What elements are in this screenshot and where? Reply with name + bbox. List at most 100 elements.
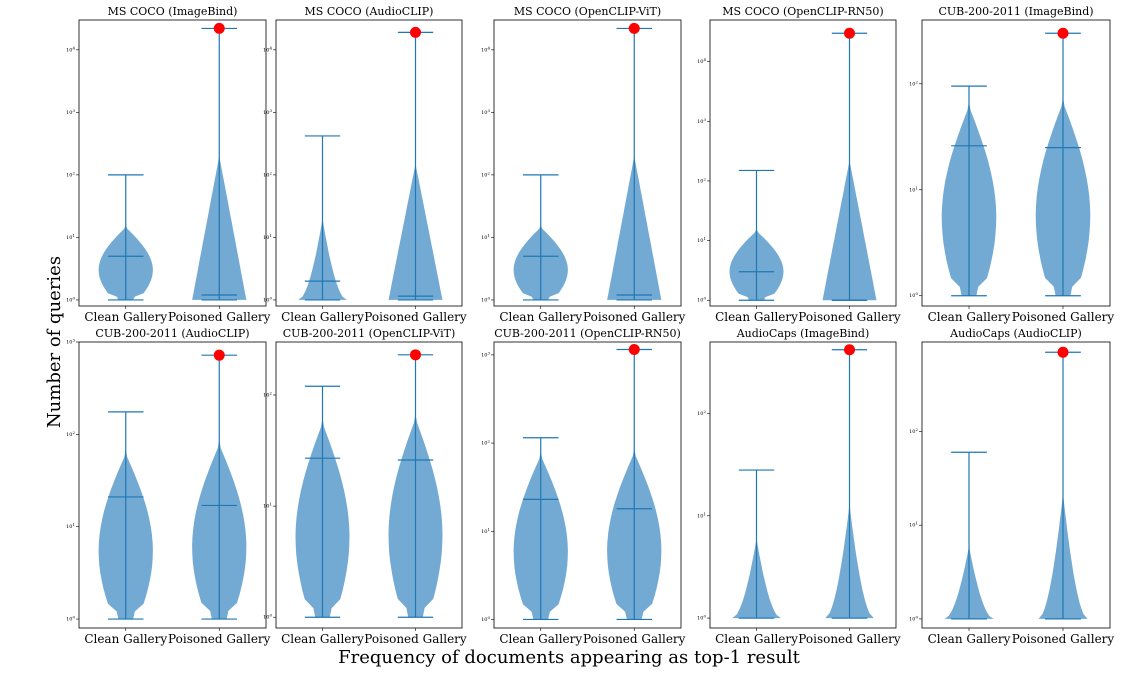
panel-frame bbox=[78, 19, 267, 307]
panel-title: AudioCaps (ImageBind) bbox=[736, 327, 870, 340]
y-tick-label: 103 bbox=[697, 117, 706, 125]
y-tick-label: 102 bbox=[697, 176, 706, 184]
panel-7: CUB-200-2011 (OpenCLIP-ViT) 100 101 102 Clea… bbox=[263, 327, 467, 646]
x-tick-label: Poisoned Gallery bbox=[364, 310, 467, 324]
y-tick-label: 101 bbox=[697, 236, 706, 244]
y-tick-label: 104 bbox=[66, 45, 75, 53]
panel-2: MS COCO (AudioCLIP) 100 101 102 103 104 Clean … bbox=[263, 5, 467, 324]
y-tick-label: 101 bbox=[66, 522, 75, 530]
panel-10: AudioCaps (AudioCLIP) 100 101 102 Clean Gall… bbox=[909, 327, 1114, 646]
panel-frame bbox=[78, 341, 267, 629]
x-tick-label: Poisoned Gallery bbox=[798, 632, 901, 646]
y-tick-label: 100 bbox=[909, 614, 918, 622]
y-tick-label: 100 bbox=[66, 615, 75, 623]
y-tick-label: 101 bbox=[66, 233, 75, 241]
y-tick-label: 101 bbox=[909, 185, 918, 193]
x-tick-label: Poisoned Gallery bbox=[168, 310, 271, 324]
x-tick-label: Clean Gallery bbox=[281, 632, 364, 646]
panel-title: CUB-200-2011 (OpenCLIP-ViT) bbox=[283, 327, 456, 340]
y-tick-label: 102 bbox=[66, 170, 75, 178]
y-tick-label: 101 bbox=[697, 511, 706, 519]
panel-frame bbox=[921, 341, 1111, 629]
figure-xlabel: Frequency of documents appearing as top-… bbox=[338, 647, 801, 668]
y-tick-label: 102 bbox=[697, 409, 706, 417]
y-tick-label: 103 bbox=[263, 108, 272, 116]
y-tick-label: 100 bbox=[909, 291, 918, 299]
panel-frame bbox=[275, 341, 463, 629]
y-tick-label: 103 bbox=[66, 108, 75, 116]
x-tick-label: Clean Gallery bbox=[715, 310, 798, 324]
y-tick-label: 100 bbox=[66, 295, 75, 303]
panel-frame bbox=[493, 19, 682, 307]
y-tick-label: 102 bbox=[909, 79, 918, 87]
poisoned-marker bbox=[213, 349, 225, 361]
x-tick-label: Poisoned Gallery bbox=[583, 632, 686, 646]
panel-3: MS COCO (OpenCLIP-ViT) 100 101 102 103 104 Cle… bbox=[481, 5, 686, 324]
panel-title: MS COCO (OpenCLIP-ViT) bbox=[514, 5, 661, 18]
y-tick-label: 100 bbox=[697, 296, 706, 304]
panel-title: MS COCO (AudioCLIP) bbox=[305, 5, 434, 18]
panel-frame bbox=[709, 19, 897, 307]
poisoned-marker bbox=[628, 344, 640, 356]
panel-frame bbox=[275, 19, 463, 307]
y-tick-label: 101 bbox=[481, 527, 490, 535]
y-tick-label: 100 bbox=[481, 615, 490, 623]
panel-title: MS COCO (OpenCLIP-RN50) bbox=[722, 5, 883, 18]
y-tick-label: 100 bbox=[263, 295, 272, 303]
poisoned-marker bbox=[628, 22, 640, 34]
panel-8: CUB-200-2011 (OpenCLIP-RN50) 100 101 102 103… bbox=[481, 327, 686, 646]
panels-layer: MS COCO (ImageBind) 100 101 102 103 104 Clean … bbox=[66, 5, 1114, 646]
y-tick-label: 101 bbox=[481, 233, 490, 241]
y-tick-label: 102 bbox=[481, 439, 490, 447]
y-tick-label: 103 bbox=[481, 108, 490, 116]
x-tick-label: Clean Gallery bbox=[499, 310, 582, 324]
panel-title: CUB-200-2011 (OpenCLIP-RN50) bbox=[494, 327, 681, 340]
x-tick-label: Poisoned Gallery bbox=[798, 310, 901, 324]
y-tick-label: 104 bbox=[481, 45, 490, 53]
panel-title: MS COCO (ImageBind) bbox=[108, 5, 238, 18]
panel-6: CUB-200-2011 (AudioCLIP) 100 101 102 103 Clea… bbox=[66, 327, 271, 646]
y-tick-label: 103 bbox=[66, 338, 75, 346]
x-tick-label: Poisoned Gallery bbox=[364, 632, 467, 646]
y-tick-label: 102 bbox=[909, 427, 918, 435]
panel-frame bbox=[493, 341, 682, 629]
poisoned-marker bbox=[1057, 346, 1069, 358]
panel-frame bbox=[921, 19, 1111, 307]
panel-title: AudioCaps (AudioCLIP) bbox=[949, 327, 1082, 340]
y-tick-label: 100 bbox=[263, 613, 272, 621]
y-tick-label: 100 bbox=[481, 295, 490, 303]
x-tick-label: Poisoned Gallery bbox=[1012, 632, 1115, 646]
x-tick-label: Poisoned Gallery bbox=[583, 310, 686, 324]
panel-frame bbox=[709, 341, 897, 629]
y-tick-label: 101 bbox=[263, 233, 272, 241]
x-tick-label: Clean Gallery bbox=[281, 310, 364, 324]
y-tick-label: 101 bbox=[909, 521, 918, 529]
poisoned-marker bbox=[1057, 27, 1069, 39]
panel-9: AudioCaps (ImageBind) 100 101 102 Clean Gall… bbox=[697, 327, 901, 646]
x-tick-label: Poisoned Gallery bbox=[168, 632, 271, 646]
y-tick-label: 101 bbox=[263, 502, 272, 510]
panel-title: CUB-200-2011 (AudioCLIP) bbox=[95, 327, 249, 340]
x-tick-label: Poisoned Gallery bbox=[1012, 310, 1115, 324]
panel-5: CUB-200-2011 (ImageBind) 100 101 102 Clean G… bbox=[909, 5, 1114, 324]
x-tick-label: Clean Gallery bbox=[499, 632, 582, 646]
panel-4: MS COCO (OpenCLIP-RN50) 100 101 102 103 104 Cl… bbox=[697, 5, 901, 324]
poisoned-marker bbox=[410, 26, 421, 38]
poisoned-marker bbox=[410, 349, 421, 361]
poisoned-marker bbox=[844, 27, 855, 39]
x-tick-label: Clean Gallery bbox=[84, 632, 167, 646]
y-tick-label: 100 bbox=[697, 614, 706, 622]
y-tick-label: 104 bbox=[697, 57, 706, 65]
x-tick-label: Clean Gallery bbox=[928, 310, 1011, 324]
y-tick-label: 102 bbox=[263, 391, 272, 399]
x-tick-label: Clean Gallery bbox=[84, 310, 167, 324]
y-tick-label: 103 bbox=[481, 350, 490, 358]
poisoned-marker bbox=[844, 344, 855, 356]
poisoned-marker bbox=[213, 22, 225, 34]
y-tick-label: 102 bbox=[66, 430, 75, 438]
figure-ylabel: Number of queries bbox=[44, 256, 65, 428]
y-tick-label: 104 bbox=[263, 45, 272, 53]
y-tick-label: 102 bbox=[263, 170, 272, 178]
x-tick-label: Clean Gallery bbox=[715, 632, 798, 646]
